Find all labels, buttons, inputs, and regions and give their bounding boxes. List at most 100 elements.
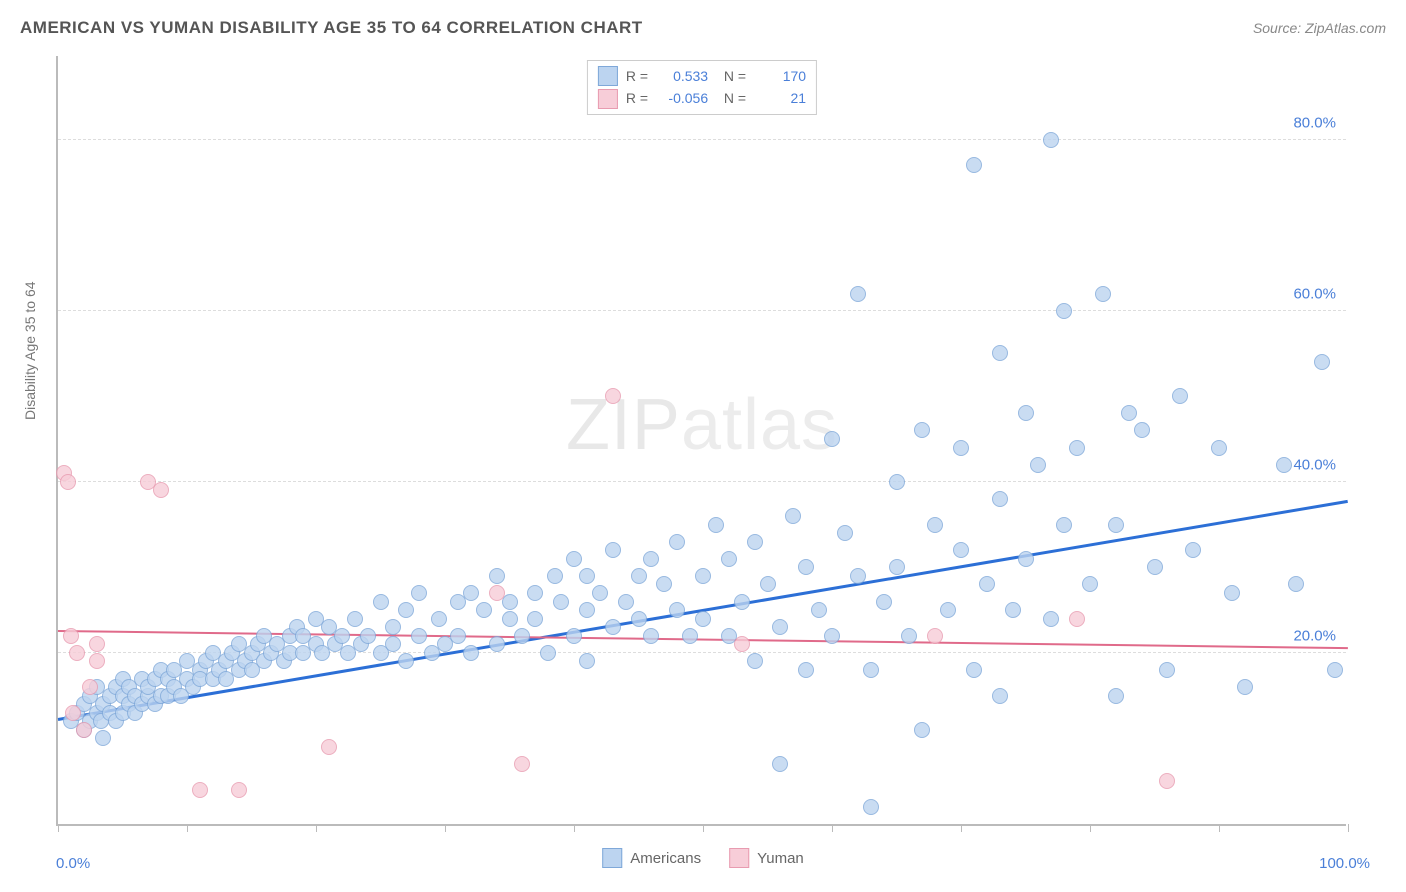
y-tick-label: 40.0% [1293, 456, 1336, 473]
data-point [489, 585, 505, 601]
data-point [643, 628, 659, 644]
data-point [618, 594, 634, 610]
x-tick [445, 824, 446, 832]
legend-swatch [602, 848, 622, 868]
data-point [721, 551, 737, 567]
data-point [1185, 542, 1201, 558]
data-point [1069, 611, 1085, 627]
data-point [798, 559, 814, 575]
data-point [1121, 405, 1137, 421]
data-point [1056, 517, 1072, 533]
data-point [889, 559, 905, 575]
correlation-legend: R =0.533 N =170R =-0.056 N =21 [587, 60, 817, 115]
data-point [63, 628, 79, 644]
data-point [992, 345, 1008, 361]
data-point [385, 636, 401, 652]
data-point [914, 722, 930, 738]
data-point [734, 636, 750, 652]
legend-n-value: 21 [754, 87, 806, 109]
data-point [1314, 354, 1330, 370]
data-point [489, 568, 505, 584]
series-legend: Americans Yuman [602, 848, 804, 868]
data-point [1043, 132, 1059, 148]
data-point [656, 576, 672, 592]
data-point [1082, 576, 1098, 592]
legend-label: Yuman [757, 850, 804, 867]
data-point [1159, 773, 1175, 789]
data-point [1134, 422, 1150, 438]
data-point [231, 782, 247, 798]
data-point [643, 551, 659, 567]
data-point [708, 517, 724, 533]
data-point [695, 611, 711, 627]
data-point [360, 628, 376, 644]
data-point [579, 653, 595, 669]
gridline [58, 481, 1346, 482]
data-point [1147, 559, 1163, 575]
data-point [373, 594, 389, 610]
y-tick-label: 60.0% [1293, 285, 1336, 302]
data-point [605, 388, 621, 404]
data-point [669, 602, 685, 618]
legend-swatch [598, 66, 618, 86]
data-point [811, 602, 827, 618]
legend-label: Americans [630, 850, 701, 867]
data-point [631, 611, 647, 627]
y-tick-label: 20.0% [1293, 627, 1336, 644]
x-tick [1348, 824, 1349, 832]
data-point [1288, 576, 1304, 592]
data-point [785, 508, 801, 524]
data-point [901, 628, 917, 644]
legend-row: R =0.533 N =170 [598, 65, 806, 87]
data-point [1159, 662, 1175, 678]
data-point [411, 585, 427, 601]
data-point [1108, 688, 1124, 704]
data-point [992, 688, 1008, 704]
data-point [1237, 679, 1253, 695]
legend-n-value: 170 [754, 65, 806, 87]
x-tick [316, 824, 317, 832]
data-point [547, 568, 563, 584]
data-point [863, 662, 879, 678]
data-point [1327, 662, 1343, 678]
data-point [82, 679, 98, 695]
data-point [411, 628, 427, 644]
data-point [1172, 388, 1188, 404]
data-point [579, 602, 595, 618]
legend-item: Americans [602, 848, 701, 868]
data-point [1056, 303, 1072, 319]
data-point [747, 534, 763, 550]
data-point [953, 542, 969, 558]
data-point [579, 568, 595, 584]
data-point [463, 585, 479, 601]
data-point [837, 525, 853, 541]
data-point [566, 551, 582, 567]
legend-r-label: R = [626, 87, 648, 109]
data-point [89, 636, 105, 652]
data-point [592, 585, 608, 601]
data-point [431, 611, 447, 627]
data-point [966, 157, 982, 173]
data-point [463, 645, 479, 661]
data-point [850, 568, 866, 584]
data-point [966, 662, 982, 678]
data-point [772, 756, 788, 772]
gridline [58, 139, 1346, 140]
data-point [863, 799, 879, 815]
data-point [527, 611, 543, 627]
data-point [979, 576, 995, 592]
data-point [192, 782, 208, 798]
data-point [398, 653, 414, 669]
data-point [631, 568, 647, 584]
x-tick [961, 824, 962, 832]
data-point [992, 491, 1008, 507]
data-point [514, 756, 530, 772]
data-point [1211, 440, 1227, 456]
data-point [605, 542, 621, 558]
chart-title: AMERICAN VS YUMAN DISABILITY AGE 35 TO 6… [20, 18, 643, 38]
data-point [824, 431, 840, 447]
data-point [772, 619, 788, 635]
x-max-label: 100.0% [1319, 855, 1370, 872]
data-point [450, 628, 466, 644]
data-point [605, 619, 621, 635]
